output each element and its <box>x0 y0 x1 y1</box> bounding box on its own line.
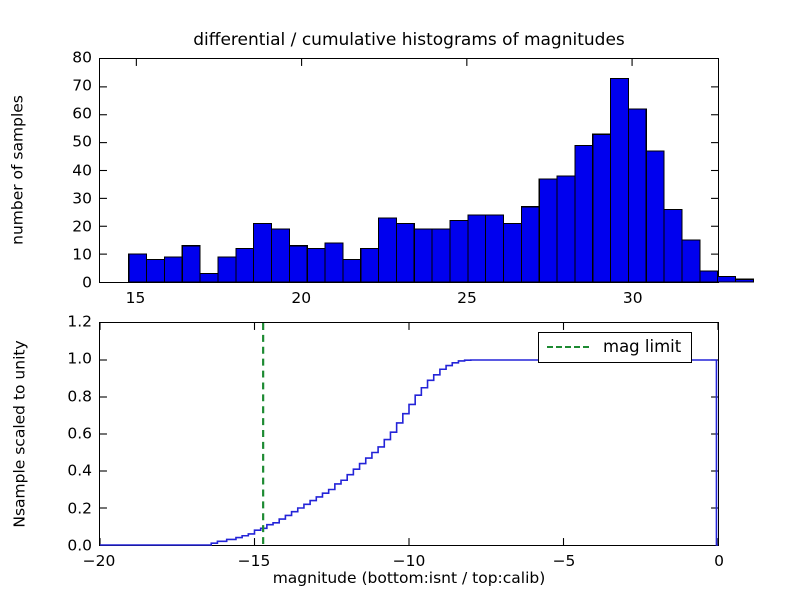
chart-title: differential / cumulative histograms of … <box>193 32 625 49</box>
bottom-y-tick-1: 0.2 <box>67 501 92 517</box>
top-y-tick-5: 50 <box>72 135 92 151</box>
bottom-x-tick-2: −10 <box>393 554 426 570</box>
differential-histogram-axes <box>99 58 719 283</box>
top-x-tick-2: 25 <box>457 291 477 307</box>
top-x-tick-0: 15 <box>126 291 146 307</box>
bottom-y-axis-label: Nsample scaled to unity <box>12 340 28 527</box>
bottom-x-tick-3: −5 <box>553 554 576 570</box>
bottom-y-tick-2: 0.4 <box>67 464 92 480</box>
top-x-tick-3: 30 <box>623 291 643 307</box>
top-y-tick-8: 80 <box>72 50 92 66</box>
top-y-axis-label: number of samples <box>10 95 26 245</box>
differential-histogram-plot <box>100 59 718 282</box>
x-axis-label: magnitude (bottom:isnt / top:calib) <box>273 571 546 587</box>
legend: mag limit <box>538 332 692 363</box>
top-y-tick-0: 0 <box>82 275 92 291</box>
mag-limit-line-swatch <box>547 346 589 348</box>
matplotlib-figure: differential / cumulative histograms of … <box>0 0 800 600</box>
legend-item-label: mag limit <box>603 339 681 356</box>
top-y-tick-6: 60 <box>72 107 92 123</box>
bottom-y-tick-5: 1.0 <box>67 352 92 368</box>
bottom-y-tick-4: 0.8 <box>67 389 92 405</box>
top-y-tick-7: 70 <box>72 78 92 94</box>
top-x-tick-1: 20 <box>291 291 311 307</box>
bottom-y-tick-6: 1.2 <box>67 314 92 330</box>
top-y-tick-2: 20 <box>72 219 92 235</box>
bottom-y-tick-3: 0.6 <box>67 426 92 442</box>
bottom-x-tick-1: −15 <box>238 554 271 570</box>
top-y-tick-1: 10 <box>72 247 92 263</box>
top-y-tick-4: 40 <box>72 163 92 179</box>
bottom-x-tick-4: 0 <box>714 554 724 570</box>
top-y-tick-3: 30 <box>72 191 92 207</box>
bottom-x-tick-0: −20 <box>83 554 116 570</box>
